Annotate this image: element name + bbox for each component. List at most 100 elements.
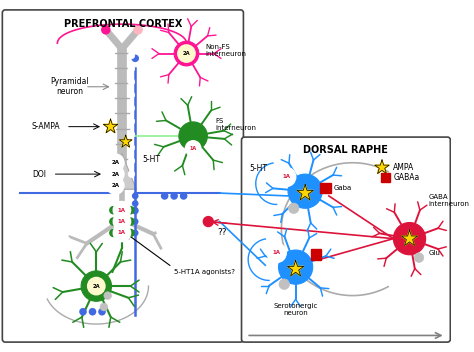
Circle shape [393, 222, 426, 255]
Text: GABAa: GABAa [393, 174, 419, 182]
Circle shape [156, 227, 165, 235]
Circle shape [109, 206, 118, 214]
Circle shape [279, 279, 290, 289]
Text: 2A: 2A [92, 284, 100, 289]
Circle shape [133, 25, 143, 34]
Circle shape [73, 220, 82, 229]
Circle shape [132, 208, 138, 214]
Text: Gaba: Gaba [334, 186, 352, 191]
Circle shape [128, 65, 135, 72]
Text: 1A: 1A [273, 250, 281, 256]
Circle shape [128, 78, 135, 85]
Circle shape [414, 253, 424, 262]
Circle shape [109, 217, 118, 226]
Circle shape [104, 292, 111, 300]
Circle shape [89, 308, 96, 315]
FancyBboxPatch shape [242, 137, 450, 342]
Circle shape [100, 303, 108, 311]
Text: Serotonergic
neuron: Serotonergic neuron [273, 303, 318, 316]
Text: 2A: 2A [182, 51, 191, 56]
Circle shape [109, 113, 116, 120]
Polygon shape [375, 160, 389, 174]
Circle shape [131, 55, 139, 62]
Circle shape [113, 202, 130, 219]
Text: 2A: 2A [111, 160, 119, 165]
Circle shape [178, 45, 195, 62]
Text: DORSAL RAPHE: DORSAL RAPHE [303, 145, 388, 155]
Circle shape [128, 118, 135, 125]
Circle shape [128, 144, 135, 151]
Circle shape [170, 192, 178, 200]
Circle shape [128, 171, 135, 177]
Circle shape [126, 206, 135, 214]
Text: PREFRONTAL CORTEX: PREFRONTAL CORTEX [64, 19, 182, 30]
Circle shape [128, 92, 135, 98]
Text: AMPA: AMPA [393, 163, 415, 172]
Text: 5-HT1A agonists?: 5-HT1A agonists? [174, 269, 235, 275]
Circle shape [289, 203, 299, 214]
Circle shape [202, 216, 214, 227]
Circle shape [132, 218, 138, 225]
Polygon shape [297, 184, 313, 200]
Circle shape [107, 177, 124, 194]
Circle shape [128, 105, 135, 112]
Circle shape [128, 131, 135, 138]
Circle shape [277, 168, 296, 187]
Circle shape [109, 74, 116, 80]
Circle shape [128, 52, 135, 59]
Circle shape [107, 165, 124, 183]
Circle shape [109, 166, 116, 173]
Polygon shape [108, 153, 136, 189]
Circle shape [109, 126, 116, 133]
Circle shape [288, 174, 322, 208]
Text: GABA
interneuron: GABA interneuron [428, 194, 470, 207]
Polygon shape [288, 260, 304, 276]
Circle shape [185, 141, 201, 156]
Text: Pyramidal
neuron: Pyramidal neuron [50, 77, 89, 96]
Text: FS
interneuron: FS interneuron [215, 118, 256, 131]
Text: 1A: 1A [118, 231, 126, 235]
Text: 1A: 1A [118, 208, 126, 213]
Polygon shape [401, 230, 418, 246]
Circle shape [113, 213, 130, 230]
Text: 2A: 2A [111, 172, 119, 177]
Circle shape [126, 217, 135, 226]
Polygon shape [119, 135, 132, 147]
Circle shape [132, 200, 138, 207]
Circle shape [109, 100, 116, 107]
Circle shape [174, 41, 199, 66]
Text: DOI: DOI [32, 170, 46, 178]
Circle shape [109, 140, 116, 146]
Text: 1A: 1A [118, 219, 126, 224]
Text: Glu: Glu [428, 250, 440, 256]
Text: S-AMPA: S-AMPA [32, 122, 60, 131]
Circle shape [132, 207, 138, 214]
Circle shape [101, 25, 110, 34]
Circle shape [59, 249, 67, 257]
Circle shape [109, 48, 116, 54]
Circle shape [68, 227, 77, 235]
Bar [381, 173, 390, 182]
Circle shape [279, 250, 313, 284]
Circle shape [161, 192, 168, 200]
Circle shape [109, 229, 118, 237]
Text: ??: ?? [218, 228, 228, 237]
Text: 1A: 1A [190, 146, 197, 151]
Circle shape [62, 236, 70, 245]
Text: 1A: 1A [282, 175, 290, 180]
Circle shape [160, 237, 169, 246]
Circle shape [126, 229, 135, 237]
Text: 5-HT: 5-HT [250, 164, 268, 173]
Circle shape [180, 192, 187, 200]
Bar [311, 249, 321, 259]
Circle shape [109, 153, 116, 159]
Circle shape [132, 193, 138, 199]
Circle shape [132, 230, 138, 236]
Text: 5-HT: 5-HT [142, 155, 160, 164]
Text: Non-FS
interneuron: Non-FS interneuron [205, 44, 246, 57]
Circle shape [267, 243, 286, 262]
FancyBboxPatch shape [2, 10, 244, 342]
Circle shape [179, 122, 207, 150]
Bar [320, 183, 331, 193]
Circle shape [81, 271, 111, 301]
